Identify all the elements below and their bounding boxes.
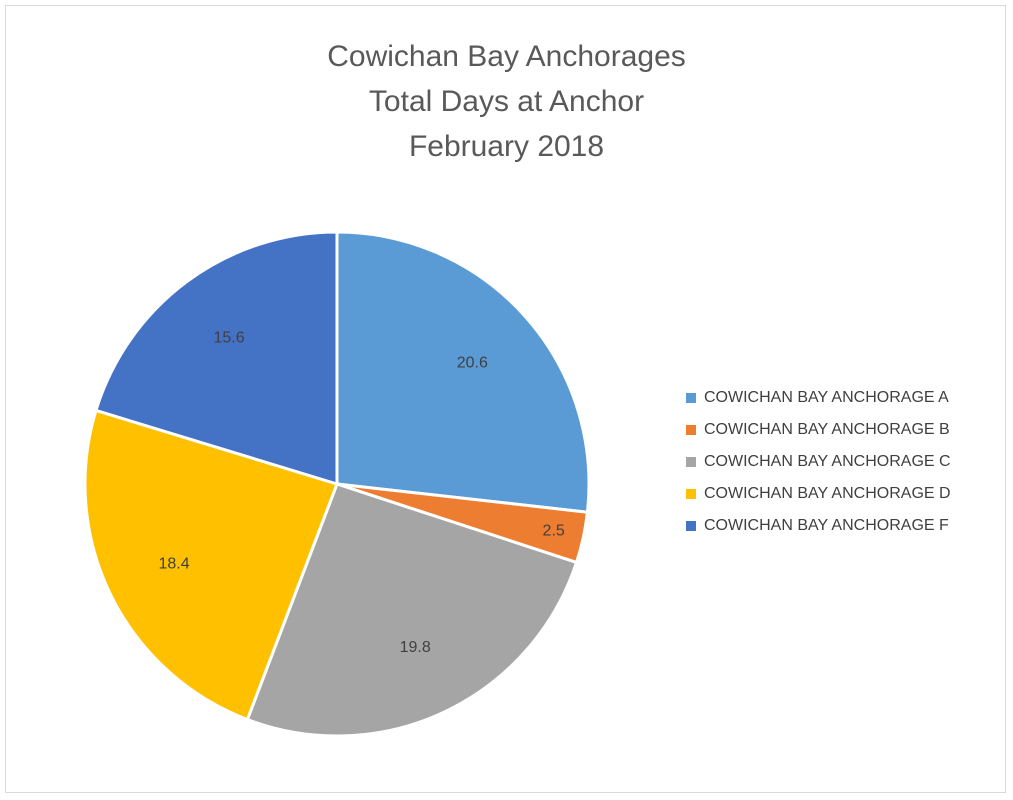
- legend-label: COWICHAN BAY ANCHORAGE D: [704, 485, 951, 502]
- legend-item-cowichan-bay-anchorage-b: COWICHAN BAY ANCHORAGE B: [686, 414, 951, 446]
- legend-label: COWICHAN BAY ANCHORAGE B: [704, 421, 950, 438]
- pie-slice-cowichan-bay-anchorage-d: [83, 408, 339, 722]
- pie-slice-cowichan-bay-anchorage-a: [335, 230, 591, 514]
- chart-title-line-3: February 2018: [408, 130, 605, 163]
- data-label-cowichan-bay-anchorage-a: 20.6: [457, 355, 488, 372]
- legend-item-cowichan-bay-anchorage-a: COWICHAN BAY ANCHORAGE A: [686, 382, 951, 414]
- chart-legend: COWICHAN BAY ANCHORAGE A COWICHAN BAY ANC…: [686, 382, 951, 542]
- legend-item-cowichan-bay-anchorage-f: COWICHAN BAY ANCHORAGE F: [686, 510, 951, 542]
- pie-plot: 20.6 2.5 19.8 18.4 15.6: [83, 230, 591, 738]
- pie-slice-cowichan-bay-anchorage-f: [94, 230, 339, 486]
- chart-title-line-1: Cowichan Bay Anchorages: [327, 40, 686, 73]
- legend-label: COWICHAN BAY ANCHORAGE C: [704, 453, 951, 470]
- legend-swatch: [686, 425, 696, 435]
- chart-title: Cowichan Bay Anchorages Total Days at An…: [6, 34, 1007, 169]
- data-label-cowichan-bay-anchorage-b: 2.5: [543, 523, 565, 540]
- data-label-cowichan-bay-anchorage-f: 15.6: [213, 330, 244, 347]
- pie-slice-cowichan-bay-anchorage-c: [245, 482, 578, 738]
- legend-label: COWICHAN BAY ANCHORAGE F: [704, 517, 949, 534]
- legend-item-cowichan-bay-anchorage-c: COWICHAN BAY ANCHORAGE C: [686, 446, 951, 478]
- legend-label: COWICHAN BAY ANCHORAGE A: [704, 389, 949, 406]
- legend-swatch: [686, 393, 696, 403]
- legend-item-cowichan-bay-anchorage-d: COWICHAN BAY ANCHORAGE D: [686, 478, 951, 510]
- legend-swatch: [686, 521, 696, 531]
- data-label-cowichan-bay-anchorage-c: 19.8: [400, 639, 431, 656]
- legend-swatch: [686, 489, 696, 499]
- data-label-cowichan-bay-anchorage-d: 18.4: [158, 555, 189, 572]
- chart-area: Cowichan Bay Anchorages Total Days at An…: [5, 5, 1006, 793]
- chart-title-line-2: Total Days at Anchor: [368, 85, 645, 118]
- legend-swatch: [686, 457, 696, 467]
